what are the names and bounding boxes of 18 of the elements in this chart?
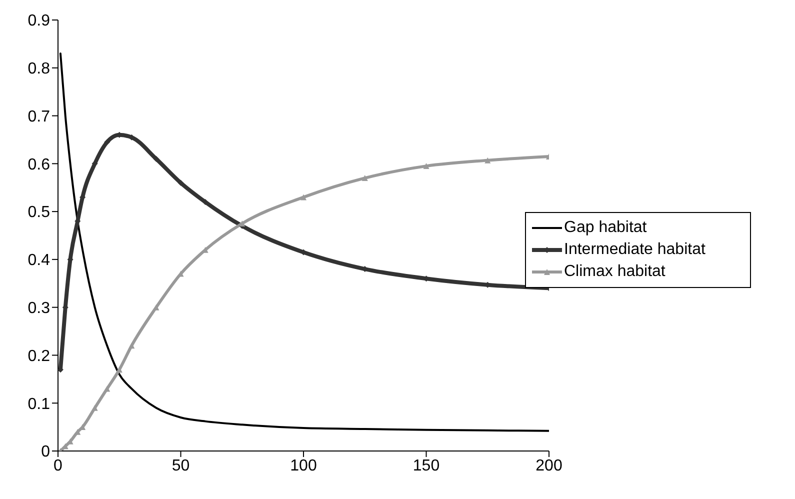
x-tick-label: 100: [290, 457, 317, 474]
y-tick-label: 0.6: [28, 156, 50, 174]
legend-label: Gap habitat: [564, 218, 647, 236]
legend-label: Intermediate habitat: [564, 240, 706, 258]
y-tick-label: 0.3: [28, 300, 50, 318]
x-tick-label: 0: [54, 457, 63, 474]
y-tick-label: 0.1: [28, 396, 50, 413]
y-tick-label: 0.2: [28, 348, 50, 365]
legend-label: Climax habitat: [564, 262, 666, 280]
x-tick-label: 150: [412, 457, 440, 474]
y-tick-label: 0: [41, 444, 50, 461]
y-tick-label: 0.7: [28, 108, 50, 126]
x-tick-label: 50: [172, 457, 190, 474]
y-tick-label: 0.8: [28, 60, 50, 78]
y-tick-label: 0.9: [28, 12, 50, 30]
y-tick-label: 0.5: [28, 204, 50, 222]
y-tick-label: 0.4: [28, 252, 50, 270]
x-tick-label: 200: [536, 457, 562, 474]
